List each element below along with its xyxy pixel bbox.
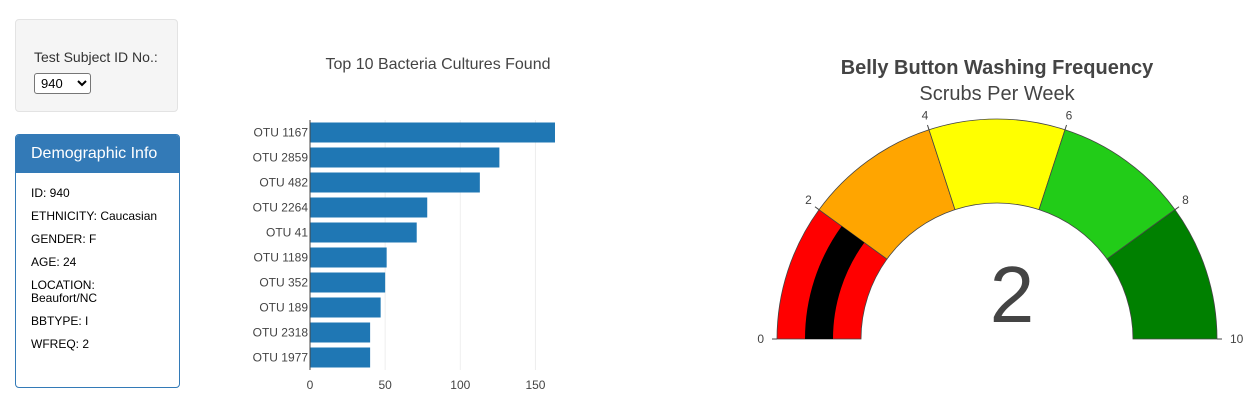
bar-otu-1977 <box>310 347 371 368</box>
gauge-tick <box>926 124 930 130</box>
gauge-step-0-2 <box>776 209 888 340</box>
bar-y-tick-label: OTU 2318 <box>253 326 309 340</box>
bar-y-tick-label: OTU 352 <box>259 276 308 290</box>
demographic-gender: GENDER: F <box>31 232 97 246</box>
bar-x-tick-label: 150 <box>525 378 545 392</box>
subject-selector-card: Test Subject ID No.: 940 <box>15 19 178 112</box>
bar-y-tick-label: OTU 189 <box>259 301 308 315</box>
demographic-panel: Demographic Info ID: 940 ETHNICITY: Cauc… <box>15 134 180 388</box>
gauge-step-4-6 <box>928 118 1066 211</box>
bar-y-tick-label: OTU 1167 <box>254 126 309 140</box>
demographic-wfreq: WFREQ: 2 <box>31 337 90 351</box>
bar-chart-title: Top 10 Bacteria Cultures Found <box>325 56 550 73</box>
gauge-step-8-10 <box>1106 209 1218 340</box>
gauge-tick-label: 10 <box>1230 332 1244 346</box>
bacteria-bar-chart: Top 10 Bacteria Cultures Found 0 50 100 150 O… <box>253 56 555 392</box>
bar-otu-1167 <box>310 122 555 143</box>
gauge-value-bar <box>805 226 865 339</box>
gauge-step-2-4 <box>818 129 956 260</box>
bar-otu-2859 <box>310 147 500 168</box>
demographic-panel-body: ID: 940 ETHNICITY: Caucasian GENDER: F A… <box>16 173 179 351</box>
bar-otu-2264 <box>310 197 428 218</box>
demographic-ethnicity: ETHNICITY: Caucasian <box>31 209 158 223</box>
demographic-age: AGE: 24 <box>31 255 77 269</box>
gauge-step-6-8 <box>1038 129 1176 260</box>
gauge-tick <box>1174 206 1180 211</box>
bar-otu-352 <box>310 272 386 293</box>
demographic-id: ID: 940 <box>31 186 70 200</box>
bar-y-tick-label: OTU 2264 <box>253 201 309 215</box>
bar-y-tick-label: OTU 2859 <box>253 151 309 165</box>
bar-x-tick-label: 0 <box>307 378 314 392</box>
bar-y-tick-label: OTU 1189 <box>254 251 309 265</box>
bar-y-tick-label: OTU 1977 <box>253 351 309 365</box>
bar-otu-189 <box>310 297 381 318</box>
gauge-tick-label: 4 <box>922 108 929 122</box>
bar-y-tick-label: OTU 482 <box>259 176 308 190</box>
subject-id-select[interactable]: 940 <box>34 73 91 94</box>
bar-otu-41 <box>310 222 417 243</box>
gauge-tick-label: 0 <box>757 332 764 346</box>
bar-x-tick-label: 100 <box>450 378 470 392</box>
bar-y-tick-label: OTU 41 <box>266 226 308 240</box>
subject-id-label: Test Subject ID No.: <box>34 49 158 65</box>
gauge-value-number: 2 <box>990 250 1035 339</box>
gauge-tick-label: 8 <box>1182 193 1189 207</box>
demographic-location: LOCATION: Beaufort/NC <box>31 278 98 305</box>
bar-otu-2318 <box>310 322 371 343</box>
gauge-tick-label: 2 <box>805 193 812 207</box>
gauge-title: Belly Button Washing Frequency <box>841 57 1154 79</box>
gauge-subtitle: Scrubs Per Week <box>919 83 1075 105</box>
bar-otu-482 <box>310 172 480 193</box>
bar-x-tick-label: 50 <box>378 378 392 392</box>
demographic-panel-title: Demographic Info <box>16 135 179 173</box>
gauge-tick <box>1064 124 1068 130</box>
gauge-tick <box>814 206 820 211</box>
gauge-tick-label: 6 <box>1066 108 1073 122</box>
bar-otu-1189 <box>310 247 387 268</box>
demographic-bbtype: BBTYPE: I <box>31 314 89 328</box>
